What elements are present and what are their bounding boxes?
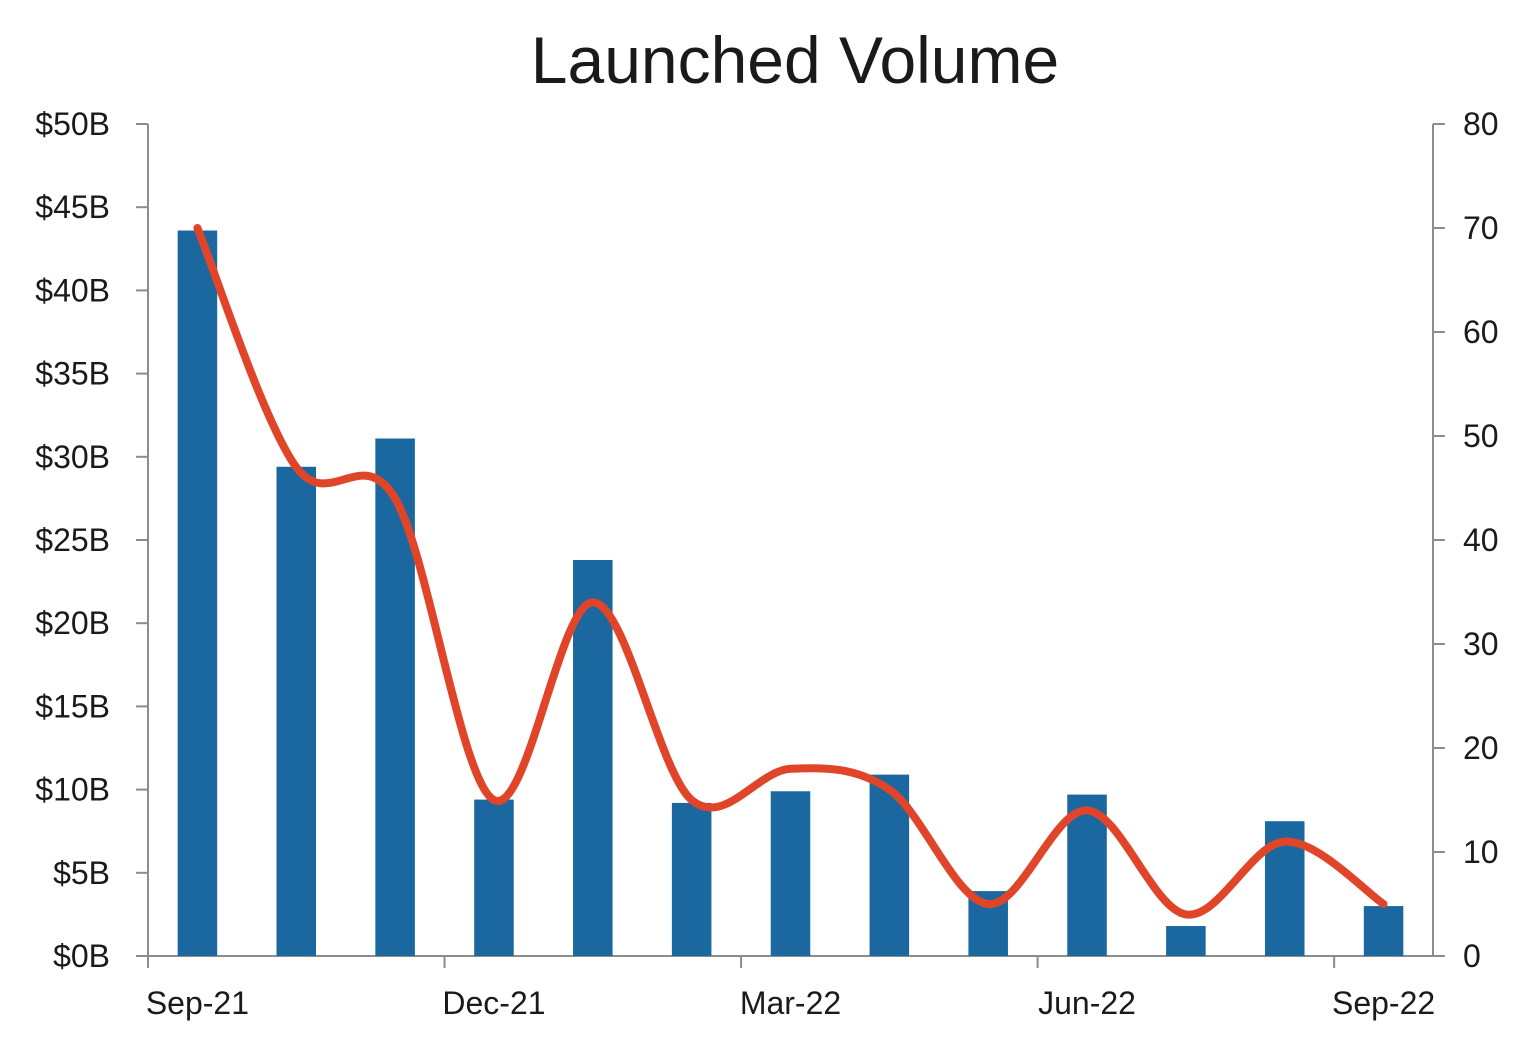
bar bbox=[1166, 926, 1206, 956]
x-tick-label: Dec-21 bbox=[442, 985, 545, 1021]
bar bbox=[573, 559, 613, 956]
y-right-tick-label: 10 bbox=[1463, 834, 1499, 870]
y-right-tick-label: 70 bbox=[1463, 210, 1499, 246]
bar bbox=[474, 799, 514, 956]
y-left-tick-label: $50B bbox=[35, 106, 110, 142]
x-tick-label: Sep-21 bbox=[146, 985, 249, 1021]
line-series bbox=[193, 224, 1388, 919]
y-left-tick-label: $30B bbox=[35, 439, 110, 475]
y-left-tick-label: $10B bbox=[35, 772, 110, 808]
bar bbox=[375, 438, 415, 957]
chart-title: Launched Volume bbox=[530, 23, 1060, 97]
bar bbox=[1363, 906, 1404, 956]
y-left-tick-label: $35B bbox=[35, 356, 110, 392]
x-tick-label: Mar-22 bbox=[740, 985, 841, 1021]
y-left-tick-label: $20B bbox=[35, 605, 110, 641]
y-left-tick-label: $45B bbox=[35, 189, 110, 225]
y-right-tick-label: 50 bbox=[1463, 418, 1499, 454]
y-right-tick-label: 80 bbox=[1463, 106, 1499, 142]
y-right-tick-label: 0 bbox=[1463, 938, 1481, 974]
y-left-tick-label: $15B bbox=[35, 688, 110, 724]
bar bbox=[1067, 794, 1107, 956]
y-left-tick-label: $25B bbox=[35, 522, 110, 558]
bar bbox=[671, 802, 712, 956]
bar bbox=[770, 791, 811, 956]
x-tick-label: Jun-22 bbox=[1038, 985, 1136, 1021]
y-left-tick-label: $5B bbox=[53, 855, 110, 891]
x-tick-label: Sep-22 bbox=[1332, 985, 1435, 1021]
y-right-tick-label: 40 bbox=[1463, 522, 1499, 558]
bar bbox=[276, 466, 317, 956]
y-right-tick-label: 60 bbox=[1463, 314, 1499, 350]
y-left-tick-label: $40B bbox=[35, 272, 110, 308]
y-right-tick-label: 30 bbox=[1463, 626, 1499, 662]
bar bbox=[177, 230, 218, 957]
y-right-tick-label: 20 bbox=[1463, 730, 1499, 766]
y-left-tick-label: $0B bbox=[53, 938, 110, 974]
